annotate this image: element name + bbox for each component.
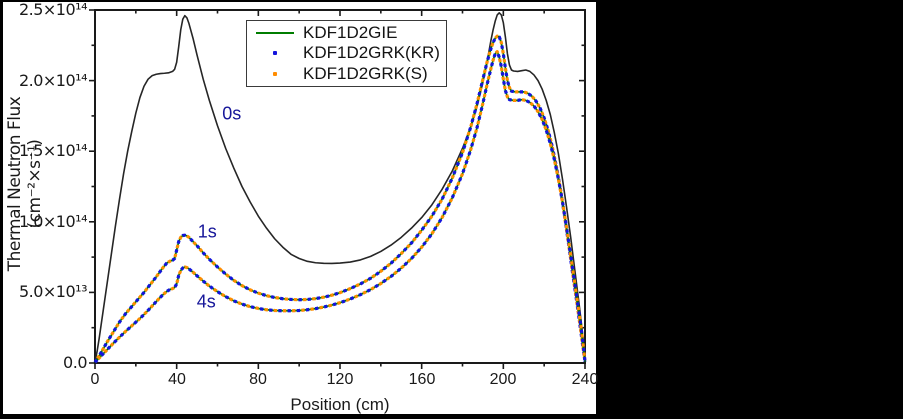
legend-row-kdf1d2grk-kr: KDF1D2GRK(KR) (247, 43, 446, 63)
y-axis-title: Thermal Neutron Flux (cm⁻²×s⁻¹) (5, 96, 45, 272)
legend-row-kdf1d2gie: KDF1D2GIE (247, 23, 446, 43)
curve-annotation-4s: 4s (196, 291, 216, 312)
legend-dot-marker-icon (247, 71, 303, 76)
legend-box: KDF1D2GIE KDF1D2GRK(KR) KDF1D2GRK(S) (246, 20, 447, 87)
x-tick-label: 40 (168, 371, 186, 388)
x-tick-label: 120 (326, 371, 354, 388)
legend-label: KDF1D2GRK(KR) (303, 43, 440, 63)
legend-row-kdf1d2grk-s: KDF1D2GRK(S) (247, 64, 446, 84)
legend-line-marker-icon (247, 31, 303, 35)
legend-label: KDF1D2GIE (303, 23, 398, 43)
legend-dot-marker-icon (247, 51, 303, 56)
y-tick-label: 2.0×10¹⁴ (18, 71, 88, 90)
x-tick-label: 160 (408, 371, 436, 388)
y-tick-label: 1.0×10¹⁴ (18, 212, 88, 231)
x-tick-label: 0 (90, 371, 100, 388)
y-tick-label: 5.0×10¹³ (18, 282, 88, 301)
legend-label: KDF1D2GRK(S) (303, 63, 428, 83)
y-tick-label: 0.0 (63, 353, 87, 372)
y-tick-label: 2.5×10¹⁴ (18, 0, 88, 19)
curve-annotation-1s: 1s (197, 221, 217, 242)
x-tick-label: 240 (571, 371, 599, 388)
x-axis-title: Position (cm) (290, 395, 390, 414)
y-tick-label: 1.5×10¹⁴ (18, 141, 88, 160)
x-tick-label: 80 (249, 371, 267, 388)
curve-annotation-0s: 0s (222, 103, 242, 124)
x-tick-label: 200 (489, 371, 517, 388)
